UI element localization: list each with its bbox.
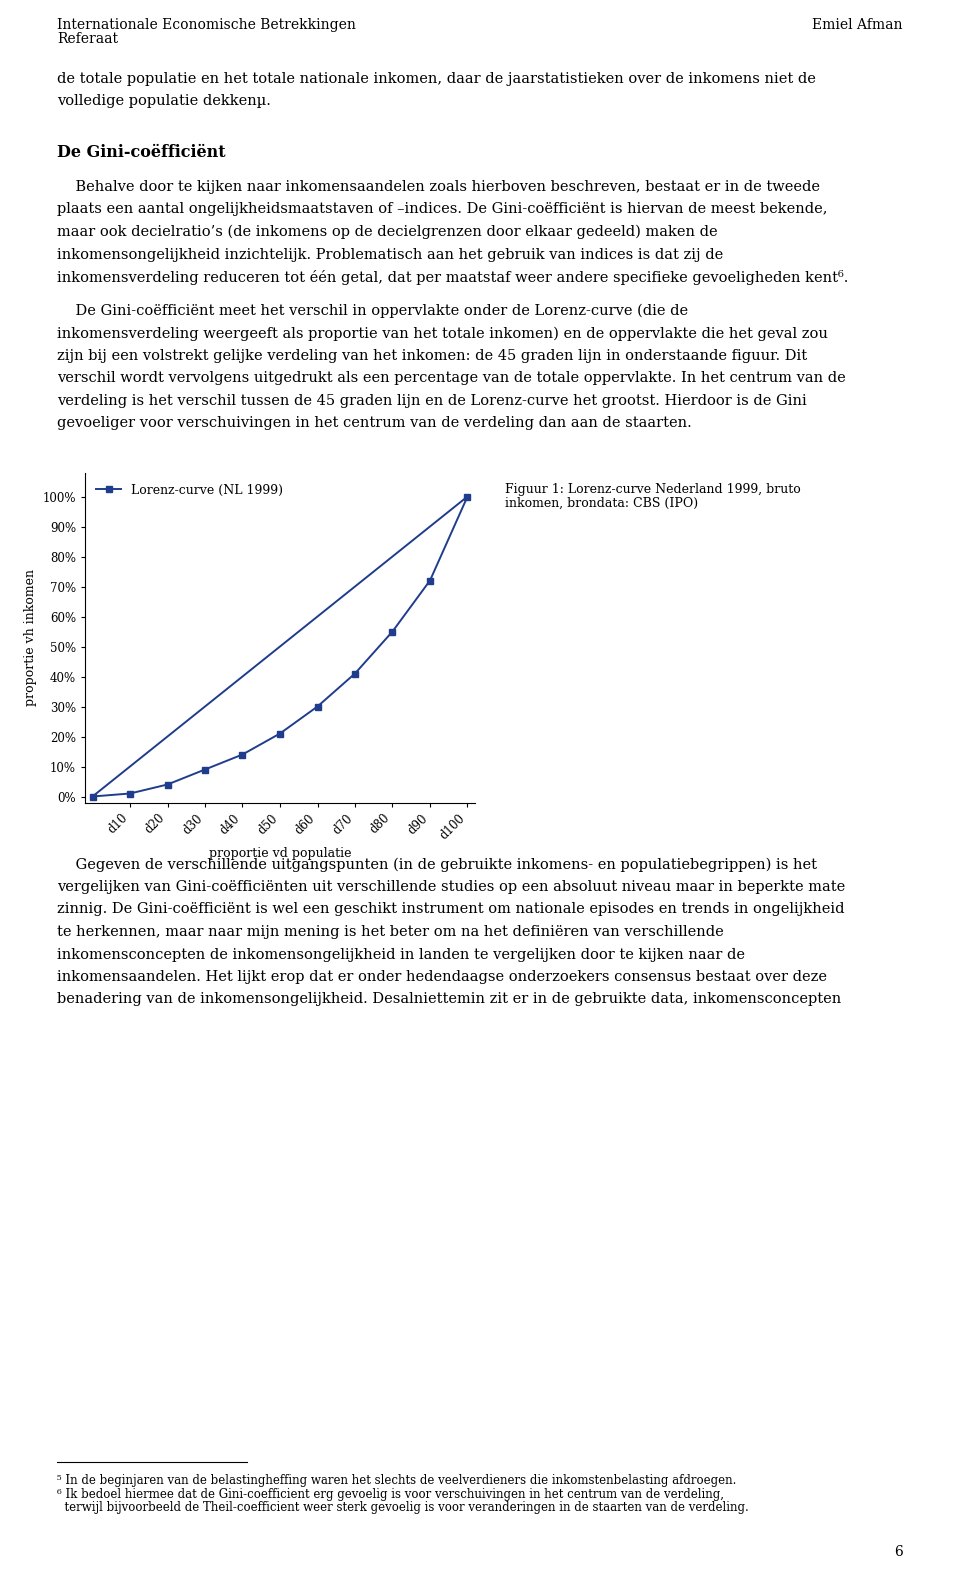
Text: te herkennen, maar naar mijn mening is het beter om na het definiëren van versch: te herkennen, maar naar mijn mening is h… (57, 926, 724, 938)
Text: inkomensverdeling weergeeft als proportie van het totale inkomen) en de oppervla: inkomensverdeling weergeeft als proporti… (57, 326, 828, 341)
Text: Internationale Economische Betrekkingen: Internationale Economische Betrekkingen (57, 17, 356, 32)
Text: zijn bij een volstrekt gelijke verdeling van het inkomen: de 45 graden lijn in o: zijn bij een volstrekt gelijke verdeling… (57, 349, 807, 363)
Text: ⁶ Ik bedoel hiermee dat de Gini-coefficient erg gevoelig is voor verschuivingen : ⁶ Ik bedoel hiermee dat de Gini-coeffici… (57, 1489, 724, 1501)
Text: Emiel Afman: Emiel Afman (812, 17, 903, 32)
Text: De Gini-coëfficiënt meet het verschil in oppervlakte onder de Lorenz-curve (die : De Gini-coëfficiënt meet het verschil in… (57, 304, 688, 319)
Text: De Gini-coëfficiënt: De Gini-coëfficiënt (57, 144, 226, 161)
Lorenz-curve (NL 1999) (161, 774, 173, 793)
Text: Behalve door te kijken naar inkomensaandelen zoals hierboven beschreven, bestaat: Behalve door te kijken naar inkomensaand… (57, 180, 820, 194)
Text: Figuur 1: Lorenz-curve Nederland 1999, bruto: Figuur 1: Lorenz-curve Nederland 1999, b… (505, 483, 801, 495)
Lorenz-curve (NL 1999) (424, 571, 436, 590)
Lorenz-curve (NL 1999) (349, 664, 361, 683)
Text: gevoeliger voor verschuivingen in het centrum van de verdeling dan aan de staart: gevoeliger voor verschuivingen in het ce… (57, 416, 692, 431)
Text: inkomensverdeling reduceren tot één getal, dat per maatstaf weer andere specifie: inkomensverdeling reduceren tot één geta… (57, 270, 849, 285)
Lorenz-curve (NL 1999) (124, 784, 135, 803)
Text: verschil wordt vervolgens uitgedrukt als een percentage van de totale oppervlakt: verschil wordt vervolgens uitgedrukt als… (57, 371, 846, 385)
Text: inkomensaandelen. Het lijkt erop dat er onder hedendaagse onderzoekers consensus: inkomensaandelen. Het lijkt erop dat er … (57, 970, 827, 984)
Text: ⁵ In de beginjaren van de belastingheffing waren het slechts de veelverdieners d: ⁵ In de beginjaren van de belastingheffi… (57, 1474, 736, 1487)
Text: inkomensongelijkheid inzichtelijk. Problematisch aan het gebruik van indices is : inkomensongelijkheid inzichtelijk. Probl… (57, 248, 723, 262)
Text: de totale populatie en het totale nationale inkomen, daar de jaarstatistieken ov: de totale populatie en het totale nation… (57, 73, 816, 87)
Lorenz-curve (NL 1999) (312, 697, 324, 716)
Text: inkomensconcepten de inkomensongelijkheid in landen te vergelijken door te kijke: inkomensconcepten de inkomensongelijkhei… (57, 948, 745, 962)
Lorenz-curve (NL 1999) (237, 744, 249, 763)
Lorenz-curve (NL 1999) (462, 487, 473, 506)
Lorenz-curve (NL 1999) (86, 787, 98, 806)
Text: vergelijken van Gini-coëfficiënten uit verschillende studies op een absoluut niv: vergelijken van Gini-coëfficiënten uit v… (57, 880, 845, 894)
Lorenz-curve (NL 1999) (275, 724, 286, 743)
Y-axis label: proportie vh inkomen: proportie vh inkomen (24, 569, 36, 706)
Lorenz-curve (NL 1999) (200, 760, 211, 779)
Text: inkomen, brondata: CBS (IPO): inkomen, brondata: CBS (IPO) (505, 497, 698, 509)
Line: Lorenz-curve (NL 1999): Lorenz-curve (NL 1999) (89, 494, 471, 800)
Lorenz-curve (NL 1999) (387, 621, 398, 640)
Legend: Lorenz-curve (NL 1999): Lorenz-curve (NL 1999) (91, 479, 288, 501)
Text: maar ook decielratio’s (de inkomens op de decielgrenzen door elkaar gedeeld) mak: maar ook decielratio’s (de inkomens op d… (57, 226, 718, 240)
Text: volledige populatie dekkenµ.: volledige populatie dekkenµ. (57, 95, 271, 109)
Text: benadering van de inkomensongelijkheid. Desalniettemin zit er in de gebruikte da: benadering van de inkomensongelijkheid. … (57, 992, 841, 1006)
Text: zinnig. De Gini-coëfficiënt is wel een geschikt instrument om nationale episodes: zinnig. De Gini-coëfficiënt is wel een g… (57, 902, 845, 916)
Text: plaats een aantal ongelijkheidsmaatstaven of –indices. De Gini-coëfficiënt is hi: plaats een aantal ongelijkheidsmaatstave… (57, 202, 828, 216)
Text: 6: 6 (895, 1545, 903, 1560)
Text: terwijl bijvoorbeeld de Theil-coefficient weer sterk gevoelig is voor veranderin: terwijl bijvoorbeeld de Theil-coefficien… (57, 1501, 749, 1514)
Text: verdeling is het verschil tussen de 45 graden lijn en de Lorenz-curve het groots: verdeling is het verschil tussen de 45 g… (57, 394, 806, 408)
X-axis label: proportie vd populatie: proportie vd populatie (208, 847, 351, 861)
Text: Gegeven de verschillende uitgangspunten (in de gebruikte inkomens- en populatieb: Gegeven de verschillende uitgangspunten … (57, 858, 817, 872)
Text: Referaat: Referaat (57, 32, 118, 46)
